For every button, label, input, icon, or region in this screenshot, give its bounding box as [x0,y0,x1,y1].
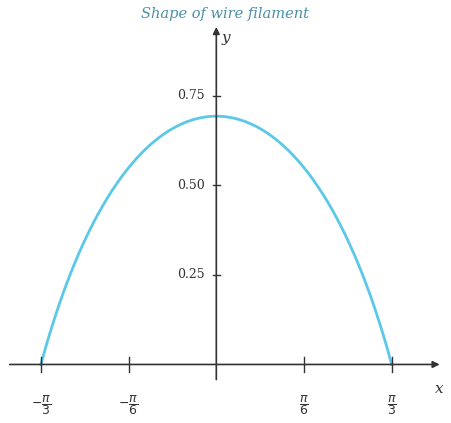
Text: 0.25: 0.25 [177,269,205,281]
Text: $\dfrac{\pi}{3}$: $\dfrac{\pi}{3}$ [387,393,397,417]
Text: $-\dfrac{\pi}{3}$: $-\dfrac{\pi}{3}$ [31,393,51,417]
Text: y: y [221,31,230,45]
Text: $-\dfrac{\pi}{6}$: $-\dfrac{\pi}{6}$ [119,393,139,417]
Text: x: x [435,382,443,396]
Text: 0.75: 0.75 [177,89,205,102]
Text: 0.50: 0.50 [177,179,205,192]
Text: Shape of wire filament: Shape of wire filament [141,7,308,21]
Text: $\dfrac{\pi}{6}$: $\dfrac{\pi}{6}$ [299,393,309,417]
